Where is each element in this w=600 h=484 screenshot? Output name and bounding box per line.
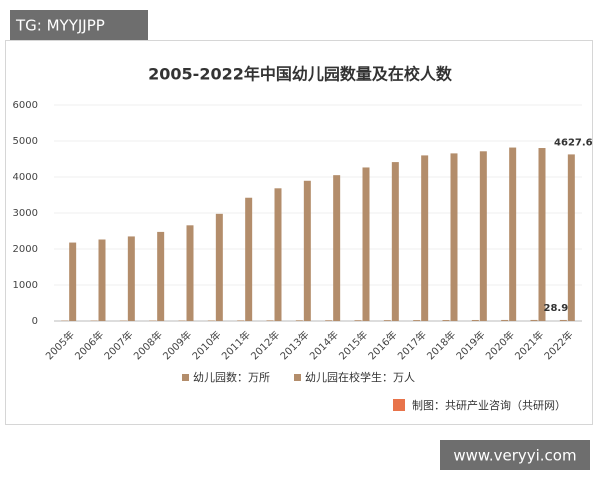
y-tick-label: 1000 — [13, 280, 38, 291]
bar — [304, 181, 311, 321]
bar — [392, 162, 399, 321]
legend-swatch — [182, 374, 189, 381]
bar — [363, 167, 370, 321]
bar — [275, 188, 282, 321]
bar — [325, 320, 332, 321]
bar — [413, 320, 420, 321]
bar — [480, 151, 487, 321]
bar — [187, 225, 194, 321]
site-tag: www.veryyi.com — [453, 447, 576, 465]
bar — [560, 320, 567, 321]
source: 制图：共研产业咨询（共研网） — [412, 398, 566, 412]
bar — [69, 243, 76, 321]
bar — [384, 320, 391, 321]
bar — [157, 232, 164, 321]
bar — [443, 320, 450, 321]
bar — [267, 320, 274, 321]
header-tag: TG: MYYJJPP — [15, 17, 105, 35]
y-tick-label: 2000 — [13, 244, 38, 255]
bar — [509, 148, 516, 321]
data-label: 4627.6 — [554, 137, 593, 148]
y-tick-label: 5000 — [13, 136, 38, 147]
bar — [237, 320, 244, 321]
chart-frame — [6, 41, 593, 425]
y-tick-label: 3000 — [13, 208, 38, 219]
bar — [296, 320, 303, 321]
legend-swatch — [294, 374, 301, 381]
bar — [472, 320, 479, 321]
source-icon — [393, 399, 405, 411]
legend-label: 幼儿园数：万所 — [193, 371, 270, 384]
bar — [128, 236, 135, 321]
bar — [501, 320, 508, 321]
y-tick-label: 0 — [32, 316, 38, 327]
y-tick-label: 4000 — [13, 172, 38, 183]
bar — [451, 153, 458, 321]
bar — [208, 320, 215, 321]
legend-label: 幼儿园在校学生：万人 — [305, 370, 415, 384]
bar — [333, 175, 340, 321]
bar — [99, 239, 106, 321]
chart-title: 2005-2022年中国幼儿园数量及在校人数 — [148, 65, 453, 84]
y-tick-label: 6000 — [13, 100, 38, 111]
bar — [568, 154, 575, 321]
bar — [421, 155, 428, 321]
bar — [531, 320, 538, 321]
bar — [216, 214, 223, 321]
bar — [355, 320, 362, 321]
bar — [539, 148, 546, 321]
bar — [245, 198, 252, 321]
